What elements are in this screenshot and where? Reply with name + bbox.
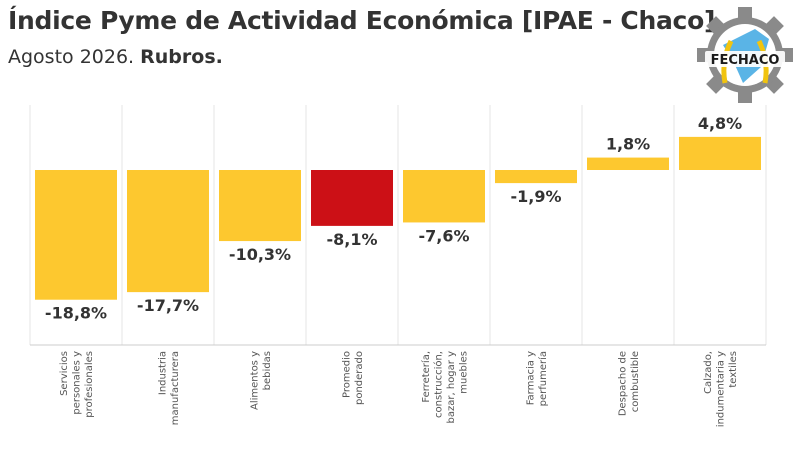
x-tick-label-line: Farmacia y (525, 351, 536, 405)
x-tick-label-line: Industria (157, 351, 168, 395)
x-tick-label-line: combustible (630, 351, 641, 412)
x-tick-label-line: profesionales (84, 351, 95, 418)
x-tick-label: Farmacia y perfumería (525, 351, 549, 406)
x-tick-label-line: Calzado, (703, 351, 714, 394)
bar (311, 170, 393, 226)
bar (403, 170, 485, 223)
bar (495, 170, 577, 184)
data-label: 1,8% (606, 135, 650, 154)
data-label: -17,7% (137, 296, 199, 315)
x-tick-label: Despacho de combustible (617, 351, 641, 416)
logo-text: FECHACO (711, 53, 780, 68)
x-tick-label: Servicios personales y profesionales (59, 351, 95, 418)
x-tick-label-line: ponderado (354, 351, 365, 405)
x-tick-label-line: Ferretería, (420, 351, 432, 403)
x-tick-label-line: textiles (728, 351, 739, 388)
x-tick-label-line: Servicios (59, 351, 70, 396)
x-tick-label-line: Promedio (341, 351, 352, 398)
bar (679, 136, 761, 170)
data-label: -18,8% (45, 304, 107, 323)
bar (127, 170, 209, 293)
x-tick-label-line: bebidas (262, 351, 273, 390)
data-label: -7,6% (418, 226, 469, 245)
subtitle-date: Agosto 2026. (8, 46, 135, 68)
bar (35, 170, 117, 300)
x-tick-label: Ferretería, construcción, bazar, hogar y mu… (420, 351, 470, 424)
data-label: -10,3% (229, 245, 291, 264)
x-tick-label-line: perfumería (537, 351, 549, 406)
x-tick-label-line: muebles (458, 351, 469, 394)
subtitle-section: Rubros. (140, 46, 223, 68)
data-label: -1,9% (510, 187, 561, 206)
bar (219, 170, 301, 242)
fechaco-logo: FECHACO (697, 7, 793, 103)
chart-subtitle: Agosto 2026. Rubros. (8, 46, 223, 68)
x-tick-label: Industria manufacturera (157, 351, 181, 425)
x-tick-label-line: manufacturera (170, 351, 181, 425)
data-label: -8,1% (326, 230, 377, 249)
x-tick-label: Promedio ponderado (341, 351, 365, 405)
bar (587, 157, 669, 170)
x-tick-label-line: indumentaria y (716, 351, 727, 427)
x-tick-label-line: Despacho de (617, 351, 628, 416)
x-tick-label-line: construcción, (432, 351, 444, 418)
x-tick-label-line: personales y (72, 351, 83, 415)
data-label: 4,8% (698, 114, 742, 133)
x-tick-label-line: Alimentos y (249, 351, 260, 410)
chart-title: Índice Pyme de Actividad Económica [IPAE… (8, 6, 716, 35)
x-tick-label: Calzado, indumentaria y textiles (703, 351, 739, 427)
x-tick-label-line: bazar, hogar y (446, 351, 457, 424)
x-tick-label: Alimentos y bebidas (249, 351, 273, 410)
